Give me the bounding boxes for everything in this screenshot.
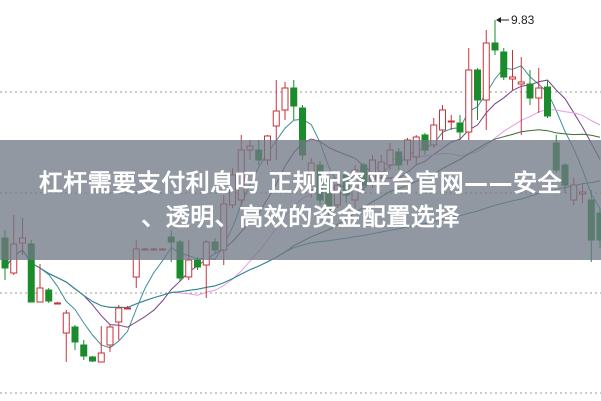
candle-body [62,312,70,334]
candle [526,70,534,105]
candle-body [290,87,298,107]
candle-body [526,83,534,99]
candle [491,20,499,55]
candle-body [509,76,516,80]
candle [535,68,543,113]
candle [439,105,446,140]
candle-body [71,326,79,343]
candle-body [482,42,490,101]
candle-body [544,86,551,117]
candle [500,48,508,80]
candle [482,30,490,130]
candle [71,325,79,350]
candle-body [474,69,481,101]
candle [54,302,61,305]
candle [106,325,114,352]
candle-body [185,259,193,278]
candle-body [89,356,96,362]
candle-body [517,81,525,85]
headline-line-1: 杠杆需要支付利息吗 正规配资平台官网——安全 [38,169,563,197]
candle [456,115,464,140]
candle [509,50,516,90]
candle [465,48,473,140]
candle-body [535,87,543,99]
candle-body [45,289,53,302]
headline-line-2: 、透明、高效的资金配置选择 [141,203,460,231]
candle [517,57,525,135]
candle-body [36,287,44,303]
candle-body [124,307,131,310]
candle [80,340,88,360]
candle-body [465,69,473,133]
candle [36,264,44,303]
candle [89,356,96,362]
candle-body [54,302,61,305]
candle [290,80,298,120]
candle [115,305,123,340]
candle [124,306,131,310]
candle-body [500,51,508,78]
candle-body [194,259,201,268]
headline-overlay: 杠杆需要支付利息吗 正规配资平台官网——安全 、透明、高效的资金配置选择 [0,140,601,260]
candle-body [439,109,446,131]
candle [281,82,289,120]
candle-body [491,42,499,51]
candle-body [106,326,114,346]
candle-body [272,110,280,127]
candle [97,326,105,363]
candle [474,68,481,120]
peak-marker: 9.83 [496,13,535,27]
peak-arrowhead-icon [496,17,501,23]
candle-body [456,122,464,133]
candle [45,288,53,303]
candle-body [80,344,88,357]
candle [544,80,551,118]
peak-label: 9.83 [511,13,535,27]
candle-body [97,352,105,363]
candle-body [115,307,123,323]
candle-body [447,120,455,123]
candle [447,115,455,130]
candle [62,310,70,362]
candle-body [281,87,289,111]
